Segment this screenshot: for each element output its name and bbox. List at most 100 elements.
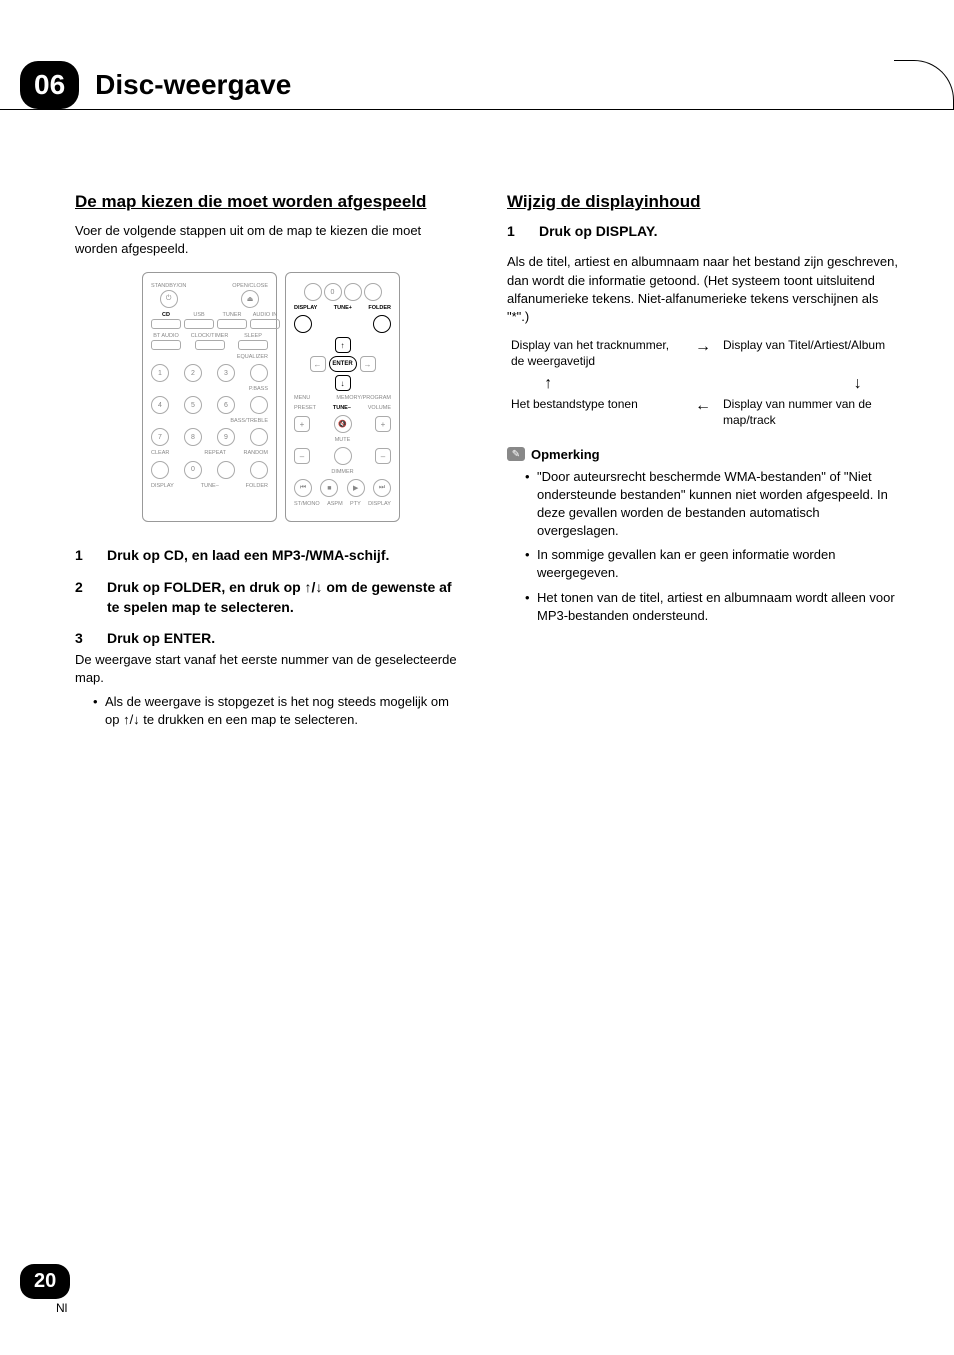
note-title: Opmerking xyxy=(531,447,600,462)
vol-plus-icon: + xyxy=(375,416,391,432)
audioin-button-icon xyxy=(250,319,280,329)
repeat-button-icon xyxy=(217,461,235,479)
rc-label-audioin: AUDIO IN xyxy=(253,312,277,318)
clock-button-icon xyxy=(195,340,225,350)
play-icon: ▶ xyxy=(347,479,365,497)
rc-label-repeat: REPEAT xyxy=(204,450,226,456)
flow-filetype: Het bestandstype tonen xyxy=(507,397,687,413)
basstreble-button-icon xyxy=(250,428,268,446)
rc-label-memory: MEMORY/PROGRAM xyxy=(336,395,391,401)
step-text-2: Druk op FOLDER, en druk op ↑/↓ om de gew… xyxy=(107,578,467,617)
random-button-icon xyxy=(250,461,268,479)
arrow-right-icon: → xyxy=(693,338,713,356)
flow-folder-track: Display van nummer van de map/track xyxy=(719,397,899,428)
eject-icon: ⏏ xyxy=(241,290,259,308)
page-language-code: Nl xyxy=(56,1301,70,1315)
rc-label-folder-l: FOLDER xyxy=(246,483,268,489)
intro-text: Voer de volgende stappen uit om de map t… xyxy=(75,222,467,258)
num-5-icon: 5 xyxy=(184,396,202,414)
up-arrow-icon: ↑ xyxy=(335,337,351,353)
rc-label-random: RANDOM xyxy=(244,450,268,456)
rc-label-preset: PRESET xyxy=(294,405,316,411)
rc-label-menu: MENU xyxy=(294,395,310,401)
page-number-badge: 20 xyxy=(20,1264,70,1299)
num-2-icon: 2 xyxy=(184,364,202,382)
rc-label-volume: VOLUME xyxy=(368,405,391,411)
step-2: 2 Druk op FOLDER, en druk op ↑/↓ om de g… xyxy=(75,578,467,617)
rc-label-display-l: DISPLAY xyxy=(151,483,174,489)
power-icon: ⏻ xyxy=(160,290,178,308)
step-num-3: 3 xyxy=(75,629,87,649)
ff-icon: ⏭ xyxy=(373,479,391,497)
num-1-icon: 1 xyxy=(151,364,169,382)
chapter-title: Disc-weergave xyxy=(95,69,291,101)
step-text-3: Druk op ENTER. xyxy=(107,629,467,649)
num-7-icon: 7 xyxy=(151,428,169,446)
page-header: 06 Disc-weergave xyxy=(0,0,954,110)
rc-label-tuner: TUNER xyxy=(223,312,242,318)
rc-label-sleep: SLEEP xyxy=(244,333,262,339)
tuner-button-icon xyxy=(217,319,247,329)
right-arrow-icon: → xyxy=(360,356,376,372)
rc-label-tune-l: TUNE– xyxy=(201,483,219,489)
sleep-button-icon xyxy=(238,340,268,350)
step-text-1: Druk op CD, en laad een MP3-/WMA-schijf. xyxy=(107,546,467,566)
arrow-down-icon: ↓ xyxy=(852,375,864,393)
bt-button-icon xyxy=(151,340,181,350)
rc-label-eq: EQUALIZER xyxy=(237,354,268,360)
num-4-icon: 4 xyxy=(151,396,169,414)
section-heading-folder-select: De map kiezen die moet worden afgespeeld xyxy=(75,190,467,214)
usb-button-icon xyxy=(184,319,214,329)
rc-label-stmono: ST/MONO xyxy=(294,501,320,507)
note-bullet-1: "Door auteursrecht beschermde WMA-bestan… xyxy=(525,468,899,541)
num-0-icon: 0 xyxy=(184,461,202,479)
flow-tracknum: Display van het tracknummer, de weergave… xyxy=(507,338,687,369)
rc-label-aspm: ASPM xyxy=(327,501,343,507)
step-num-2: 2 xyxy=(75,578,87,617)
rc-label-displayb: DISPLAY xyxy=(368,501,391,507)
num-6-icon: 6 xyxy=(217,396,235,414)
step-num-1: 1 xyxy=(75,546,87,566)
rc-label-mute: MUTE xyxy=(335,437,351,443)
remote-control-diagram: STANDBY/ON⏻ OPEN/CLOSE⏏ CD USB TUNER AUD… xyxy=(75,272,467,522)
arrow-left-icon: ← xyxy=(693,397,713,415)
rc-label-cd: CD xyxy=(162,312,170,318)
rc-label-tunemin: TUNE– xyxy=(333,405,351,411)
blank-button-icon xyxy=(304,283,322,301)
vol-minus-icon: – xyxy=(375,448,391,464)
note-bullet-2: In sommige gevallen kan er geen informat… xyxy=(525,546,899,582)
rc-label-pbass: P.BASS xyxy=(249,386,268,392)
rew-icon: ⏮ xyxy=(294,479,312,497)
rc-label-open: OPEN/CLOSE xyxy=(232,283,268,289)
rc-label-basstreble: BASS/TREBLE xyxy=(230,418,268,424)
step-desc-3: De weergave start vanaf het eerste numme… xyxy=(75,651,467,687)
note-header: ✎ Opmerking xyxy=(507,447,899,462)
rc-label-standby: STANDBY/ON xyxy=(151,283,186,289)
cd-button-icon xyxy=(151,319,181,329)
preset-minus-icon: – xyxy=(294,448,310,464)
num-9-icon: 9 xyxy=(217,428,235,446)
page-footer: 20 Nl xyxy=(20,1264,70,1315)
down-arrow-icon: ↓ xyxy=(335,375,351,391)
eq-button-icon xyxy=(250,364,268,382)
note-bullet-3: Het tonen van de titel, artiest en album… xyxy=(525,589,899,625)
note-bullets: "Door auteursrecht beschermde WMA-bestan… xyxy=(507,468,899,626)
right-step-desc: Als de titel, artiest en albumnaam naar … xyxy=(507,253,899,326)
rc-label-clear: CLEAR xyxy=(151,450,169,456)
step-3: 3 Druk op ENTER. De weergave start vanaf… xyxy=(75,629,467,729)
right-step-text: Druk op DISPLAY. xyxy=(539,222,899,242)
enter-button-icon: ENTER xyxy=(329,356,357,372)
pbass-button-icon xyxy=(250,396,268,414)
step-1: 1 Druk op CD, en laad een MP3-/WMA-schij… xyxy=(75,546,467,566)
remote-panel-left: STANDBY/ON⏻ OPEN/CLOSE⏏ CD USB TUNER AUD… xyxy=(142,272,277,522)
rc-label-tuneplus: TUNE+ xyxy=(334,305,352,311)
blank2-button-icon xyxy=(344,283,362,301)
preset-plus-icon: + xyxy=(294,416,310,432)
flow-title-artist: Display van Titel/Artiest/Album xyxy=(719,338,899,354)
mute-speaker-icon: 🔇 xyxy=(334,415,352,433)
remote-panel-right: 0 DISPLAY TUNE+ FOLDER ↑ ← xyxy=(285,272,400,522)
chapter-number-badge: 06 xyxy=(20,61,79,109)
step-3-bullets: Als de weergave is stopgezet is het nog … xyxy=(75,693,467,729)
left-column: De map kiezen die moet worden afgespeeld… xyxy=(75,190,467,742)
right-column: Wijzig de displayinhoud 1 Druk op DISPLA… xyxy=(507,190,899,742)
